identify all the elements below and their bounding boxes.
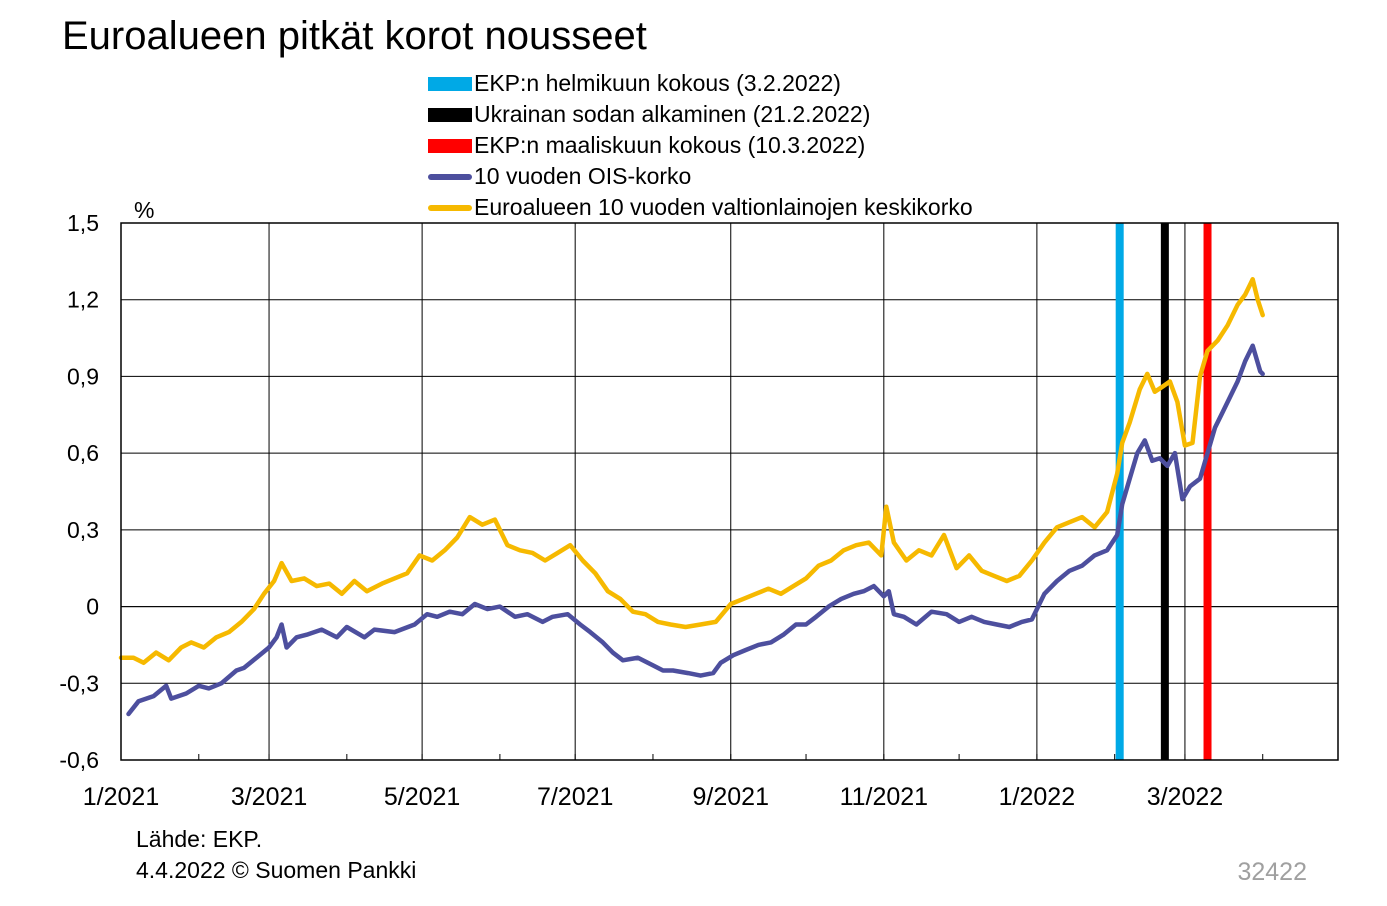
- event-lines: [1115, 223, 1212, 760]
- legend-swatch-mar-meeting: [428, 138, 472, 153]
- x-tick-label: 1/2022: [999, 783, 1075, 811]
- x-tick-label: 1/2021: [83, 783, 159, 811]
- x-tick-label: 3/2021: [231, 783, 307, 811]
- x-axis-ticks: 1/2021 3/2021 5/2021 7/2021 9/2021 11/2021 1/2…: [83, 754, 1339, 811]
- legend-label-war-start: Ukrainan sodan alkaminen (21.2.2022): [474, 101, 871, 127]
- legend-item-ois: 10 vuoden OIS-korko: [428, 161, 973, 192]
- legend-swatch-feb-meeting: [428, 76, 472, 91]
- plot-frame: [120, 222, 1339, 761]
- x-tick-label: 3/2022: [1147, 783, 1223, 811]
- legend-item-govt-yield: Euroalueen 10 vuoden valtionlainojen kes…: [428, 192, 973, 223]
- x-tick-label: 9/2021: [693, 783, 769, 811]
- legend-label-feb-meeting: EKP:n helmikuun kokous (3.2.2022): [474, 70, 841, 96]
- x-tick-label: 7/2021: [537, 783, 613, 811]
- legend-label-mar-meeting: EKP:n maaliskuun kokous (10.3.2022): [474, 132, 866, 158]
- y-tick-label: 1,2: [67, 287, 99, 313]
- y-tick-label: 1,5: [67, 210, 99, 236]
- y-axis-ticks: -0,6 -0,3 0 0,3 0,6 0,9 1,2 1,5: [59, 210, 99, 773]
- footer-text: 4.4.2022 © Suomen Pankki: [136, 857, 417, 883]
- legend: EKP:n helmikuun kokous (3.2.2022) Ukrain…: [428, 68, 973, 223]
- y-tick-label: 0,3: [67, 517, 99, 543]
- source-text: Lähde: EKP.: [136, 826, 263, 852]
- source-note: Lähde: EKP. 4.4.2022 © Suomen Pankki: [136, 824, 416, 886]
- legend-item-war-start: Ukrainan sodan alkaminen (21.2.2022): [428, 99, 973, 130]
- y-axis-unit-label: %: [134, 197, 154, 223]
- y-tick-label: 0,6: [67, 440, 99, 466]
- series-line-govt-yield: [118, 277, 1265, 666]
- x-tick-label: 5/2021: [384, 783, 460, 811]
- legend-label-govt-yield: Euroalueen 10 vuoden valtionlainojen kes…: [474, 194, 973, 220]
- legend-label-ois: 10 vuoden OIS-korko: [474, 163, 692, 189]
- series-line-ois: [126, 343, 1265, 717]
- y-tick-label: -0,6: [59, 747, 99, 773]
- legend-item-mar-meeting: EKP:n maaliskuun kokous (10.3.2022): [428, 130, 973, 161]
- legend-swatch-war-start: [428, 107, 472, 122]
- y-tick-label: -0,3: [59, 670, 99, 696]
- chart-title: Euroalueen pitkät korot nousseet: [62, 14, 647, 58]
- y-tick-label: 0,9: [67, 363, 99, 389]
- y-tick-label: 0: [86, 594, 99, 620]
- x-tick-label: 11/2021: [840, 783, 929, 811]
- gridlines: [121, 222, 1338, 761]
- legend-item-feb-meeting: EKP:n helmikuun kokous (3.2.2022): [428, 68, 973, 99]
- chart-code: 32422: [1237, 858, 1307, 886]
- legend-swatch-govt-yield: [428, 204, 472, 211]
- legend-swatch-ois: [428, 173, 472, 180]
- series-lines: [118, 277, 1265, 717]
